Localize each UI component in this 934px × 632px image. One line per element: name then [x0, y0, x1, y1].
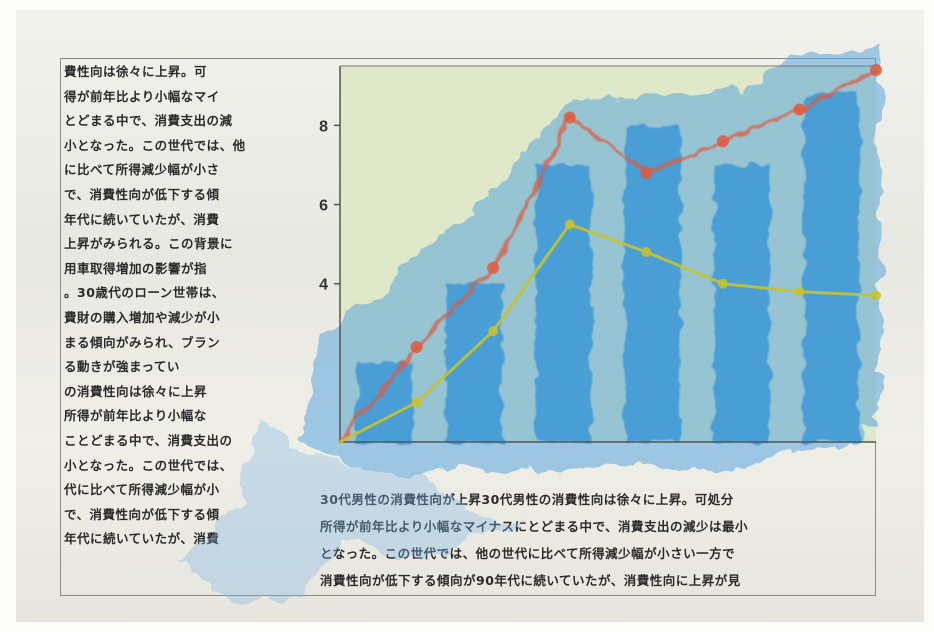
bar	[446, 283, 502, 442]
left-text-column: 費性向は徐々に上昇。可 得が前年比より小幅なマイ とどまる中で、消費支出の減 小となっ…	[64, 60, 282, 590]
bottom-text-line: 消費性向が低下する傾向が90年代に続いていたが、消費性向に上昇が見	[320, 573, 741, 588]
series-point	[487, 261, 500, 274]
left-text-line: に比べて所得減少幅が小さ	[64, 162, 220, 178]
series-line	[339, 222, 877, 444]
series-point	[794, 286, 805, 297]
y-tick-label: 4	[319, 277, 328, 294]
chart-axes: 4 6 8	[319, 65, 876, 443]
left-text-line: 年代に続いていたが、消費	[64, 531, 220, 547]
left-text-line: 上昇がみられる。この背景に	[64, 236, 234, 252]
bar	[624, 125, 681, 443]
left-text-line: 小となった。この世代では、	[64, 457, 233, 473]
series-point	[488, 326, 499, 337]
series-point	[564, 219, 575, 230]
left-text-line: 用車取得増加の影響が指	[64, 260, 208, 276]
left-text-line: 費性向は徐々に上昇。可	[64, 64, 208, 79]
left-text-line: 代に比べて所得減少幅が小	[64, 482, 220, 498]
left-text-line: で、消費性向が低下する傾	[64, 186, 220, 202]
left-text-line: る動きが強まってい	[64, 359, 180, 375]
line-group	[338, 63, 882, 444]
series-point	[641, 247, 652, 258]
left-text-line: 小となった。この世代では、他	[64, 137, 246, 153]
series-point	[793, 103, 806, 116]
left-text-line: まる傾向がみられ、ブラン	[64, 334, 221, 350]
left-text-line: 所得が前年比より小幅な	[64, 408, 207, 424]
series-point	[716, 135, 729, 148]
series-point	[410, 341, 423, 354]
left-text-line: とどまる中で、消費支出の減	[64, 113, 233, 129]
left-text-line: 。30歳代のローン世帯は、	[64, 285, 225, 301]
bar	[803, 93, 860, 442]
left-text-line: で、消費性向が低下する傾	[64, 506, 220, 522]
left-text-line: 費財の購入増加や減少が小	[64, 309, 221, 325]
y-tick-label: 6	[319, 198, 328, 215]
left-text-line: ことどまる中で、消費支出の	[64, 432, 233, 448]
series-point	[563, 111, 576, 124]
left-text-line: 年代に続いていたが、消費	[64, 211, 220, 227]
series-point	[870, 63, 882, 76]
bar	[714, 164, 770, 442]
y-tick-label: 8	[319, 118, 328, 135]
series-point	[871, 290, 881, 301]
left-text-line: 得が前年比より小幅なマイ	[64, 88, 220, 104]
left-text-line: の消費性向は徐々に上昇	[64, 383, 208, 399]
series-line	[338, 68, 877, 444]
series-point	[411, 397, 422, 408]
series-point	[640, 166, 653, 179]
series-point	[717, 278, 728, 289]
bar	[535, 164, 592, 442]
